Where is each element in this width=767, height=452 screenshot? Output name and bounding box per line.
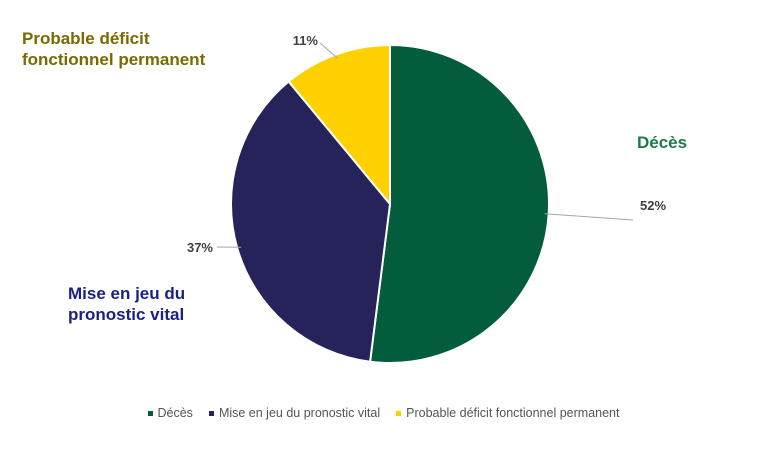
category-label-mise-en-jeu: Mise en jeu du pronostic vital: [68, 284, 186, 324]
pie-slice-mise-en-jeu: [230, 80, 392, 363]
legend-swatch-deces: [147, 410, 153, 416]
legend-item-deficit[interactable]: Probable déficit fonctionnel permanent: [396, 406, 619, 420]
legend-swatch-mise-en-jeu: [208, 410, 214, 416]
legend-label-mise-en-jeu: Mise en jeu du pronostic vital: [218, 406, 381, 420]
category-label-deces: Décès: [637, 133, 688, 152]
legend-item-deces[interactable]: Décès: [147, 406, 193, 420]
leader-line-deces: [544, 213, 634, 221]
data-label-mise-en-jeu: 37%: [187, 240, 213, 255]
leader-line-deficit: [319, 42, 338, 59]
legend-label-deces: Décès: [157, 406, 193, 420]
legend-item-mise-en-jeu[interactable]: Mise en jeu du pronostic vital: [208, 406, 381, 420]
category-label-deficit: Probable déficit fonctionnel permanent: [22, 29, 206, 69]
pie-slice-deces: [368, 43, 551, 364]
pie-slice-deficit: [287, 43, 391, 207]
legend-swatch-deficit: [396, 410, 402, 416]
data-label-deficit: 11%: [293, 33, 319, 48]
data-label-deces: 52%: [640, 198, 666, 213]
chart-legend: Décès Mise en jeu du pronostic vital Pro…: [0, 406, 767, 420]
legend-label-deficit: Probable déficit fonctionnel permanent: [406, 406, 620, 420]
